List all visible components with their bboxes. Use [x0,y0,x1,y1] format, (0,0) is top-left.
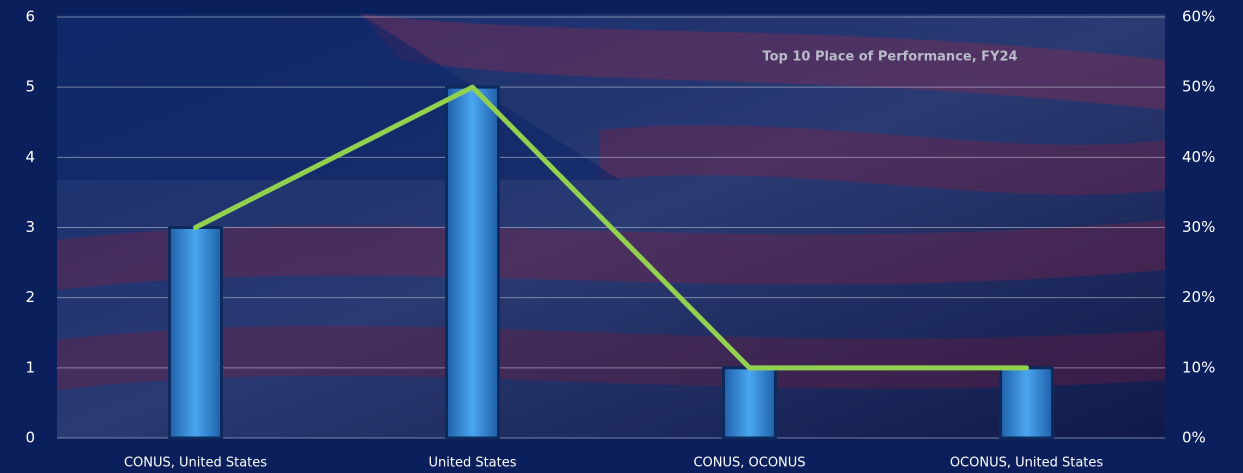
flag-stripes [57,14,1165,390]
y2-tick-label: 50% [1182,78,1215,96]
y-tick-label: 6 [25,8,35,26]
bar [722,366,777,440]
y-tick-label: 1 [25,358,35,376]
y2-tick-label: 0% [1182,429,1206,447]
y2-tick-label: 30% [1182,218,1215,236]
y2-tick-label: 60% [1182,8,1215,26]
x-tick-label: United States [428,456,516,471]
y2-tick-label: 40% [1182,148,1215,166]
y-tick-label: 3 [25,218,35,236]
y-tick-label: 4 [25,148,35,166]
x-tick-label: CONUS, OCONUS [693,456,805,471]
bar [999,366,1054,440]
line [193,84,1029,371]
bar [445,85,500,440]
bar [168,226,223,440]
x-tick-label: CONUS, United States [124,456,267,471]
y-tick-label: 5 [25,78,35,96]
chart-title: Top 10 Place of Performance, FY24 [762,50,1017,65]
y2-tick-label: 10% [1182,358,1215,376]
y2-tick-label: 20% [1182,288,1215,306]
x-tick-label: OCONUS, United States [950,456,1104,471]
y-tick-label: 2 [25,288,35,306]
y-tick-label: 0 [25,429,35,447]
